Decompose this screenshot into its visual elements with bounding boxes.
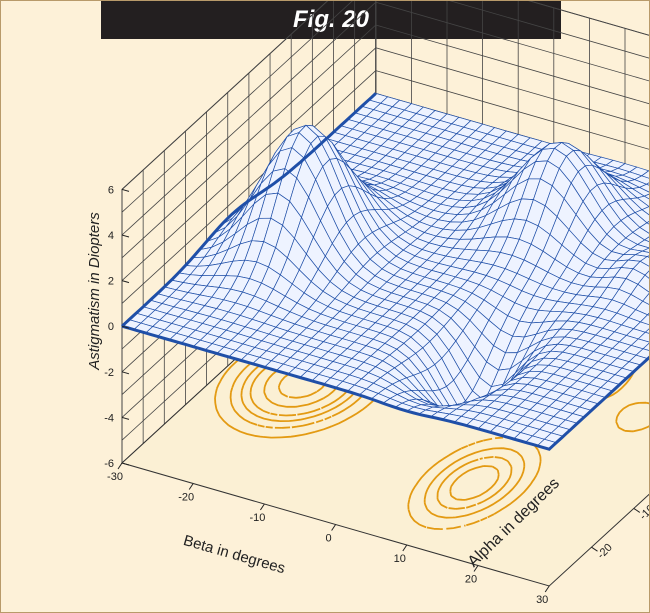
figure-title: Fig. 20 [101, 1, 561, 39]
surface-mesh [120, 92, 649, 451]
alpha-tick-label: -20 [595, 542, 615, 562]
z-tick [121, 371, 130, 375]
beta-tick [259, 503, 265, 511]
surface-edge [121, 324, 649, 451]
beta-tick [473, 565, 479, 572]
beta-tick-label: -10 [249, 512, 265, 524]
mesh-cell [645, 182, 649, 186]
surface-edge [120, 92, 377, 328]
z-tick [121, 234, 130, 238]
beta-tick [188, 483, 194, 490]
beta-tick [402, 544, 408, 552]
beta-tick-label: 10 [394, 553, 406, 565]
beta-axis-label: Beta in degrees [181, 532, 287, 577]
mesh-cell [642, 342, 649, 351]
beta-tick-label: 0 [326, 533, 332, 545]
z-tick-label: 2 [108, 276, 114, 288]
mesh-cell [643, 193, 649, 200]
beta-tick [331, 524, 337, 531]
z-tick-label: -4 [104, 412, 114, 424]
alpha-tick [633, 507, 641, 513]
beta-tick [544, 585, 550, 593]
beta-tick-label: -30 [107, 471, 123, 483]
z-tick [121, 462, 130, 466]
beta-tick-label: 30 [536, 594, 548, 606]
contour-line [449, 465, 500, 501]
mesh-cell [640, 170, 649, 179]
contour-line [423, 447, 526, 519]
z-tick-label: -6 [104, 458, 114, 470]
beta-tick-label: 20 [465, 574, 477, 586]
beta-tick-label: -20 [178, 492, 194, 504]
z-tick [121, 416, 130, 420]
alpha-tick [591, 546, 598, 552]
z-tick [121, 280, 130, 284]
z-tick [121, 188, 130, 192]
z-tick-label: 4 [108, 230, 114, 242]
z-axis-label: Astigmatism in Diopters [86, 212, 103, 371]
mesh-cell [641, 206, 649, 216]
alpha-tick-label: -10 [637, 503, 649, 523]
contour-line [436, 456, 513, 510]
beta-tick [117, 462, 123, 470]
z-tick-label: 0 [108, 321, 114, 333]
z-tick [121, 325, 130, 329]
z-tick-label: 6 [108, 184, 114, 196]
mesh-cell [644, 270, 649, 279]
mesh-cell [643, 236, 649, 243]
z-tick-label: -2 [104, 367, 114, 379]
wall-gridline [528, 1, 649, 36]
